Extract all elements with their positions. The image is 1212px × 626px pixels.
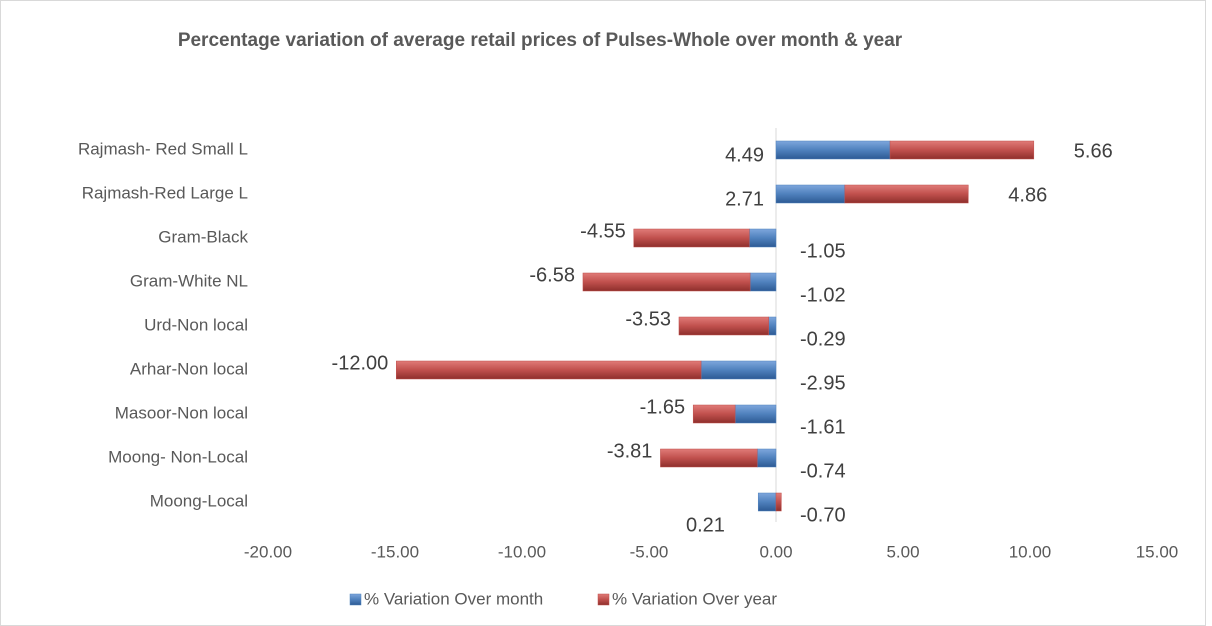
data-label: 4.86	[1008, 184, 1047, 206]
category-label: Urd-Non local	[144, 315, 248, 334]
bar	[734, 404, 777, 424]
bar	[633, 228, 750, 248]
legend-label: % Variation Over year	[612, 589, 777, 608]
category-label: Moong-Local	[150, 491, 248, 510]
data-label: -6.58	[529, 264, 575, 286]
data-label: -3.81	[607, 440, 653, 462]
legend-swatch	[349, 593, 362, 606]
bar	[692, 404, 736, 424]
bar	[678, 316, 769, 336]
x-tick-label: -15.00	[371, 542, 419, 561]
bar	[844, 184, 969, 204]
title-box: Percentage variation of average retail p…	[177, 30, 903, 51]
category-label: Rajmash- Red Small L	[78, 139, 248, 158]
data-label: -12.00	[332, 352, 389, 374]
data-label: -3.53	[625, 308, 671, 330]
x-tick-label: -10.00	[498, 542, 546, 561]
category-label: Masoor-Non local	[115, 403, 248, 422]
data-label: -1.02	[800, 284, 846, 306]
data-label: -0.70	[800, 504, 846, 526]
data-label: -1.61	[800, 416, 846, 438]
data-label: -1.05	[800, 240, 846, 262]
bar	[756, 448, 777, 468]
category-label: Gram-Black	[158, 227, 248, 246]
bar	[660, 448, 758, 468]
bar	[757, 492, 777, 512]
bar	[768, 316, 777, 336]
bar	[749, 228, 777, 248]
legend-label: % Variation Over month	[364, 589, 543, 608]
bar	[775, 492, 782, 512]
legend-swatch	[597, 593, 610, 606]
data-label: 5.66	[1074, 140, 1113, 162]
category-label: Rajmash-Red Large L	[82, 183, 248, 202]
bar	[582, 272, 751, 292]
bar	[775, 140, 891, 160]
x-tick-label: 0.00	[759, 542, 792, 561]
category-label: Moong- Non-Local	[108, 447, 248, 466]
category-label: Arhar-Non local	[130, 359, 248, 378]
bar	[396, 360, 702, 380]
bar	[775, 184, 846, 204]
data-label: 4.49	[725, 144, 764, 166]
x-tick-label: -5.00	[630, 542, 669, 561]
x-tick-label: -20.00	[244, 542, 292, 561]
data-label: -1.65	[640, 396, 686, 418]
x-tick-label: 15.00	[1136, 542, 1179, 561]
bar	[700, 360, 777, 380]
chart-title: Percentage variation of average retail p…	[177, 30, 903, 51]
data-label: -0.74	[800, 460, 846, 482]
bar	[889, 140, 1035, 160]
data-label: -0.29	[800, 328, 846, 350]
data-label: -4.55	[580, 220, 626, 242]
bar	[749, 272, 777, 292]
x-tick-label: 5.00	[886, 542, 919, 561]
x-tick-label: 10.00	[1009, 542, 1052, 561]
category-label: Gram-White NL	[130, 271, 248, 290]
data-label: 2.71	[725, 188, 764, 210]
data-label: -2.95	[800, 372, 846, 394]
data-label: 0.21	[686, 514, 725, 536]
